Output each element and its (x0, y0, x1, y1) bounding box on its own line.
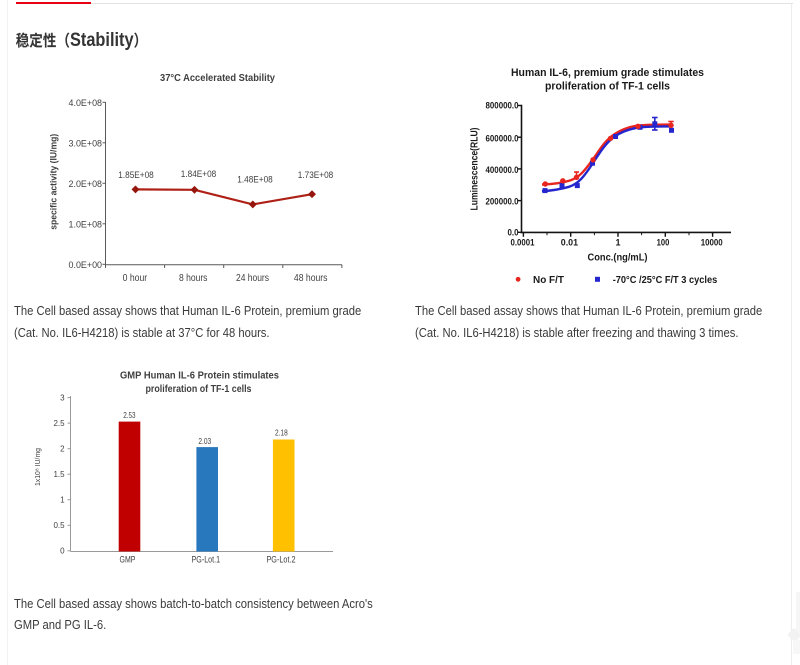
svg-text:GMP: GMP (120, 555, 136, 565)
svg-text:10000: 10000 (701, 238, 723, 248)
svg-text:0 hour: 0 hour (123, 273, 148, 284)
svg-text:2: 2 (60, 445, 65, 454)
svg-text:Conc.(ng/mL): Conc.(ng/mL) (588, 253, 648, 264)
svg-text:0.0001: 0.0001 (511, 238, 535, 248)
svg-text:1x10⁸ IU/mg: 1x10⁸ IU/mg (35, 448, 42, 486)
svg-text:400000.0: 400000.0 (486, 165, 519, 175)
svg-text:1.0E+08: 1.0E+08 (69, 219, 103, 230)
svg-text:1.48E+08: 1.48E+08 (237, 175, 273, 186)
svg-text:2.53: 2.53 (123, 410, 136, 420)
svg-text:8 hours: 8 hours (179, 273, 208, 284)
svg-text:Human IL-6, premium grade stim: Human IL-6, premium grade stimulates (511, 67, 704, 79)
svg-text:0: 0 (60, 547, 65, 556)
svg-text:3: 3 (60, 393, 65, 402)
svg-text:48 hours: 48 hours (294, 273, 328, 284)
svg-text:1: 1 (615, 238, 620, 248)
svg-text:0.5: 0.5 (53, 521, 65, 530)
svg-text:1: 1 (60, 496, 65, 505)
svg-text:-70°C /25°C F/T 3 cycles: -70°C /25°C F/T 3 cycles (613, 275, 718, 286)
svg-text:24 hours: 24 hours (236, 273, 269, 284)
svg-text:100: 100 (657, 238, 670, 248)
svg-text:200000.0: 200000.0 (486, 196, 519, 206)
svg-text:Luminescence(RLU): Luminescence(RLU) (470, 128, 481, 211)
svg-text:3.0E+08: 3.0E+08 (69, 138, 103, 149)
svg-text:0.0: 0.0 (508, 228, 519, 238)
svg-text:proliferation of TF-1 cells: proliferation of TF-1 cells (545, 81, 670, 93)
svg-text:Stability: Stability (70, 30, 134, 51)
svg-text:37°C Accelerated Stability: 37°C Accelerated Stability (160, 72, 275, 84)
svg-text:proliferation of TF-1 cells: proliferation of TF-1 cells (146, 383, 252, 395)
svg-text:2.5: 2.5 (53, 419, 65, 428)
svg-text:1.84E+08: 1.84E+08 (181, 169, 217, 180)
svg-text:0.01: 0.01 (561, 238, 578, 248)
svg-text:specific activity (IU/mg): specific activity (IU/mg) (49, 134, 60, 230)
svg-text:1.85E+08: 1.85E+08 (118, 170, 154, 181)
svg-text:4.0E+08: 4.0E+08 (69, 98, 103, 109)
svg-text:GMP Human IL-6 Protein stimula: GMP Human IL-6 Protein stimulates (120, 370, 279, 382)
svg-text:2.18: 2.18 (275, 428, 288, 438)
svg-text:1.73E+08: 1.73E+08 (298, 170, 334, 181)
svg-text:600000.0: 600000.0 (486, 133, 519, 143)
svg-text:800000.0: 800000.0 (486, 101, 519, 111)
svg-text:PG-Lot.2: PG-Lot.2 (266, 555, 295, 565)
svg-text:PG-Lot.1: PG-Lot.1 (192, 555, 221, 565)
svg-text:No F/T: No F/T (533, 275, 564, 286)
svg-text:0.0E+00: 0.0E+00 (69, 260, 103, 271)
svg-text:2.03: 2.03 (198, 436, 211, 446)
svg-text:1.5: 1.5 (53, 470, 65, 479)
svg-text:2.0E+08: 2.0E+08 (69, 179, 103, 190)
